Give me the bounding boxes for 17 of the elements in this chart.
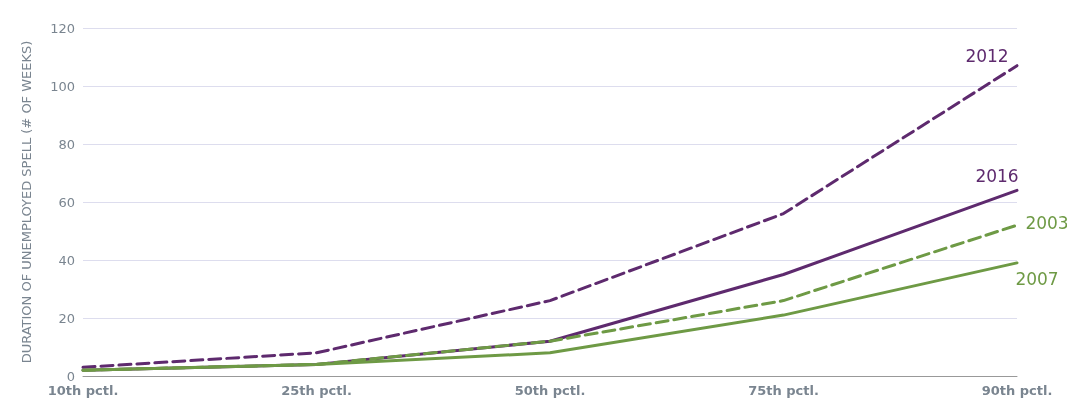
series-label: 2003 bbox=[1025, 213, 1069, 234]
y-axis-title: DURATION OF UNEMPLOYED SPELL (# OF WEEKS) bbox=[19, 40, 34, 364]
y-tick-label: 0 bbox=[66, 368, 75, 384]
series-label: 2016 bbox=[975, 166, 1019, 187]
y-tick-label: 40 bbox=[58, 252, 75, 268]
x-tick-label: 75th pctl. bbox=[748, 383, 819, 398]
x-tick-label: 90th pctl. bbox=[981, 383, 1053, 398]
y-tick-label: 120 bbox=[50, 20, 75, 36]
y-tick-label: 20 bbox=[58, 310, 75, 326]
x-tick-label: 25th pctl. bbox=[281, 383, 352, 398]
x-tick-label: 10th pctl. bbox=[47, 383, 119, 398]
y-tick-label: 100 bbox=[50, 78, 75, 94]
y-tick-label: 60 bbox=[58, 194, 75, 210]
x-tick-label: 50th pctl. bbox=[514, 383, 586, 398]
y-tick-label: 80 bbox=[58, 136, 75, 152]
series-label: 2012 bbox=[965, 45, 1009, 66]
series-label: 2007 bbox=[1015, 268, 1059, 289]
